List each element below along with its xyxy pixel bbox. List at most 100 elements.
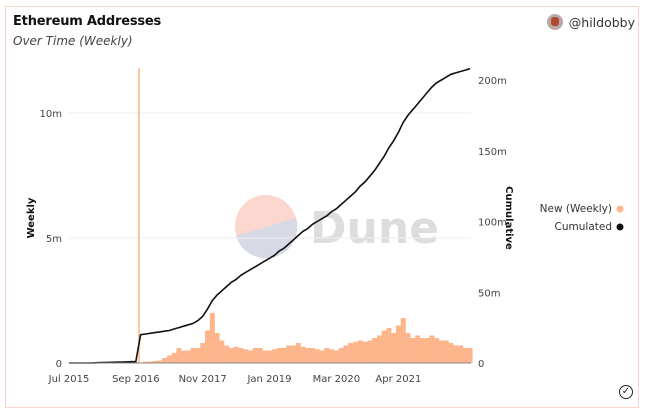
weekly-bar: [305, 348, 311, 363]
legend: New (Weekly) Cumulated: [540, 203, 624, 233]
weekly-bar: [176, 348, 182, 363]
y-right-label: Cumulative: [503, 186, 514, 250]
weekly-bar: [381, 330, 387, 363]
weekly-bar: [219, 340, 225, 363]
weekly-bar: [185, 350, 191, 363]
weekly-bar: [310, 348, 316, 363]
watermark-text: Dune: [310, 203, 439, 254]
weekly-bar: [228, 348, 234, 363]
weekly-bar: [453, 345, 459, 363]
weekly-bar: [362, 341, 368, 363]
chart-subtitle: Over Time (Weekly): [13, 34, 133, 48]
weekly-bar: [357, 340, 363, 363]
author-link[interactable]: @hildobby: [546, 14, 635, 30]
weekly-bar: [376, 335, 382, 363]
weekly-bar: [443, 340, 449, 363]
weekly-bar: [462, 348, 468, 363]
weekly-bar: [458, 345, 464, 363]
weekly-bar: [434, 338, 440, 363]
weekly-bar: [200, 343, 206, 363]
weekly-bar: [205, 330, 211, 363]
legend-dot-black: [616, 223, 624, 231]
y-right-tick: 100m: [478, 218, 507, 229]
weekly-bar: [152, 361, 158, 363]
weekly-bar: [181, 350, 187, 363]
weekly-bar: [252, 348, 258, 363]
weekly-bar: [338, 348, 344, 363]
weekly-bar: [243, 349, 249, 363]
weekly-bar: [319, 350, 325, 363]
check-circle-icon[interactable]: ✓: [619, 385, 633, 399]
weekly-bar: [281, 348, 287, 363]
legend-dot-orange: [616, 205, 624, 213]
weekly-bar: [262, 350, 268, 363]
weekly-bar: [276, 348, 282, 363]
weekly-bar: [400, 318, 406, 363]
x-tick: Apr 2021: [375, 374, 421, 385]
weekly-bar: [467, 348, 473, 363]
weekly-bar: [405, 333, 411, 363]
weekly-bar: [429, 335, 435, 363]
legend-label: New (Weekly): [540, 203, 612, 215]
legend-item-weekly[interactable]: New (Weekly): [540, 203, 624, 215]
weekly-bar: [438, 340, 444, 363]
legend-label: Cumulated: [555, 221, 612, 233]
weekly-bar: [195, 348, 201, 363]
cumulative-line: [69, 67, 471, 364]
avatar: [546, 14, 563, 30]
weekly-bar: [353, 341, 359, 363]
weekly-bar: [415, 335, 421, 363]
weekly-bar: [271, 349, 277, 363]
weekly-bar: [424, 338, 430, 363]
chart-title: Ethereum Addresses: [13, 14, 162, 29]
weekly-bar: [224, 345, 230, 363]
weekly-bar: [190, 348, 196, 363]
weekly-bar: [267, 350, 273, 363]
y-right-tick: 50m: [478, 288, 500, 299]
y-right-tick: 0: [478, 359, 484, 370]
x-tick: Jul 2015: [48, 374, 90, 385]
author-name: @hildobby: [568, 14, 635, 30]
weekly-bar: [166, 355, 172, 363]
weekly-bar: [147, 361, 153, 363]
weekly-bar: [142, 361, 148, 363]
weekly-bar: [238, 348, 244, 363]
weekly-bar: [233, 346, 239, 363]
y-right-tick: 200m: [478, 76, 507, 87]
weekly-bar: [286, 345, 292, 363]
y-left-tick: 10m: [40, 109, 62, 120]
weekly-bar: [295, 343, 301, 363]
weekly-bar: [324, 348, 330, 363]
weekly-bar: [367, 340, 373, 363]
weekly-bar: [391, 333, 397, 363]
x-tick: Nov 2017: [179, 374, 227, 385]
weekly-bar: [396, 325, 401, 363]
weekly-bar: [386, 328, 392, 363]
weekly-bar: [300, 346, 306, 363]
weekly-bar: [171, 353, 177, 363]
weekly-bar: [214, 333, 220, 363]
weekly-bar: [257, 348, 263, 363]
y-right-tick: 150m: [478, 147, 507, 158]
y-left-tick: 5m: [46, 234, 62, 245]
weekly-bar: [138, 68, 140, 363]
x-tick: Jan 2019: [246, 374, 291, 385]
dune-watermark: Dune: [235, 195, 439, 259]
x-tick: Sep 2016: [112, 374, 159, 385]
weekly-bar: [410, 338, 416, 363]
weekly-bar: [290, 345, 296, 363]
y-left-tick: 0: [56, 359, 62, 370]
weekly-bar: [333, 350, 339, 363]
weekly-bar: [209, 313, 215, 363]
x-tick: Mar 2020: [313, 374, 361, 385]
weekly-bar: [448, 343, 454, 363]
legend-item-cumulated[interactable]: Cumulated: [555, 221, 624, 233]
weekly-bar: [314, 349, 320, 363]
y-left-label: Weekly: [26, 197, 37, 238]
weekly-bar: [329, 349, 335, 363]
chart-card: [5, 6, 639, 408]
weekly-bar: [343, 345, 349, 363]
weekly-bar: [372, 338, 378, 363]
weekly-bar: [419, 338, 425, 363]
